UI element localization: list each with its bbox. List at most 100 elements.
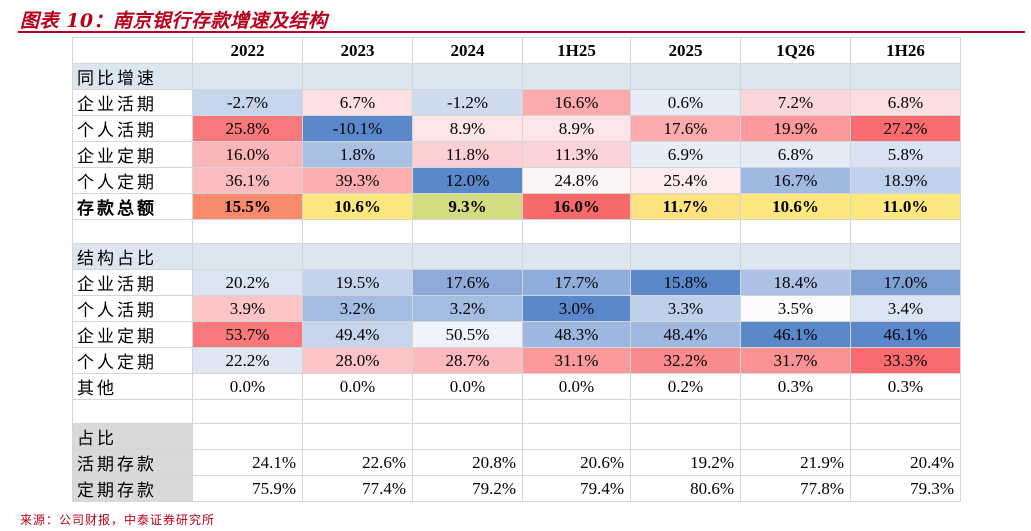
value-cell: 0.3% (850, 373, 961, 400)
empty-cell (850, 219, 961, 244)
value-cell: 21.9% (740, 449, 851, 476)
value-cell: 33.3% (850, 347, 961, 374)
value-cell: 11.0% (850, 193, 961, 220)
value-cell: 79.3% (850, 475, 961, 502)
value-cell: 80.6% (630, 475, 741, 502)
value-cell: 8.9% (412, 115, 523, 142)
row-label: 企业活期 (72, 269, 193, 296)
value-cell: 49.4% (302, 321, 413, 348)
row-label: 其他 (72, 373, 193, 400)
value-cell: 0.2% (630, 373, 741, 400)
section-header-fill (522, 63, 631, 90)
section-header-fill (630, 63, 741, 90)
corner-cell (72, 37, 193, 64)
table-row: 个人活期 25.8% -10.1% 8.9% 8.9% 17.6% 19.9% 27.2% (72, 115, 961, 142)
empty-cell (522, 219, 631, 244)
deposit-table: 2022 2023 2024 1H25 2025 1Q26 1H26 同比增速 企业活期 -2.7… (72, 37, 961, 502)
empty-cell (302, 399, 413, 424)
value-cell: 0.6% (630, 89, 741, 116)
table-row: 个人定期 36.1% 39.3% 12.0% 24.8% 25.4% 16.7% 18.9% (72, 167, 961, 194)
section-header-fill (630, 423, 741, 450)
value-cell: 36.1% (192, 167, 303, 194)
value-cell: 6.8% (740, 141, 851, 168)
value-cell: 46.1% (850, 321, 961, 348)
row-label: 存款总额 (72, 193, 193, 220)
section-header-fill (740, 243, 851, 270)
value-cell: 53.7% (192, 321, 303, 348)
value-cell: 18.4% (740, 269, 851, 296)
value-cell: 27.2% (850, 115, 961, 142)
empty-cell (72, 219, 193, 244)
table-row: 企业定期 53.7% 49.4% 50.5% 48.3% 48.4% 46.1% 46.1% (72, 321, 961, 348)
value-cell: 11.7% (630, 193, 741, 220)
value-cell: -1.2% (412, 89, 523, 116)
table-row: 其他 0.0% 0.0% 0.0% 0.0% 0.2% 0.3% 0.3% (72, 373, 961, 400)
value-cell: 6.9% (630, 141, 741, 168)
source-note: 来源：公司财报，中泰证券研究所 (20, 513, 216, 527)
value-cell: 0.0% (192, 373, 303, 400)
column-header: 2025 (630, 37, 741, 64)
value-cell: 1.8% (302, 141, 413, 168)
section-header-fill (412, 63, 523, 90)
value-cell: 3.0% (522, 295, 631, 322)
value-cell: 12.0% (412, 167, 523, 194)
value-cell: 3.5% (740, 295, 851, 322)
row-label: 企业定期 (72, 141, 193, 168)
empty-cell (192, 219, 303, 244)
value-cell: 77.4% (302, 475, 413, 502)
value-cell: 75.9% (192, 475, 303, 502)
row-label: 个人活期 (72, 115, 193, 142)
section-header-fill (192, 63, 303, 90)
column-header: 2024 (412, 37, 523, 64)
value-cell: 17.6% (412, 269, 523, 296)
value-cell: 5.8% (850, 141, 961, 168)
value-cell: 20.8% (412, 449, 523, 476)
empty-cell (412, 219, 523, 244)
value-cell: 16.0% (522, 193, 631, 220)
row-label: 个人定期 (72, 347, 193, 374)
empty-cell (412, 399, 523, 424)
value-cell: 28.0% (302, 347, 413, 374)
row-label: 企业定期 (72, 321, 193, 348)
value-cell: 18.9% (850, 167, 961, 194)
value-cell: 25.4% (630, 167, 741, 194)
value-cell: 79.4% (522, 475, 631, 502)
section-header-row: 结构占比 (72, 243, 961, 270)
value-cell: 28.7% (412, 347, 523, 374)
row-label: 企业活期 (72, 89, 193, 116)
section-header-fill (522, 243, 631, 270)
value-cell: 0.0% (522, 373, 631, 400)
value-cell: 7.2% (740, 89, 851, 116)
empty-cell (850, 399, 961, 424)
section-header-fill (302, 243, 413, 270)
section-header-fill (412, 243, 523, 270)
empty-cell (522, 399, 631, 424)
value-cell: 11.8% (412, 141, 523, 168)
spacer-row (72, 399, 961, 424)
value-cell: 20.6% (522, 449, 631, 476)
section-header-fill (522, 423, 631, 450)
value-cell: 20.2% (192, 269, 303, 296)
value-cell: 9.3% (412, 193, 523, 220)
value-cell: 3.3% (630, 295, 741, 322)
table-row: 活期存款 24.1% 22.6% 20.8% 20.6% 19.2% 21.9% 20.4% (72, 449, 961, 476)
table-row: 企业活期 20.2% 19.5% 17.6% 17.7% 15.8% 18.4% 17.0% (72, 269, 961, 296)
value-cell: 0.3% (740, 373, 851, 400)
title-bar: 图表 10：南京银行存款增速及结构 (0, 0, 1031, 34)
section-header: 占比 (72, 423, 193, 450)
value-cell: 77.8% (740, 475, 851, 502)
column-header: 1H25 (522, 37, 631, 64)
empty-cell (630, 219, 741, 244)
value-cell: 16.6% (522, 89, 631, 116)
value-cell: 6.8% (850, 89, 961, 116)
section-header-fill (630, 243, 741, 270)
value-cell: 17.0% (850, 269, 961, 296)
figure-title: 图表 10：南京银行存款增速及结构 (20, 10, 328, 32)
section-header-fill (302, 63, 413, 90)
section-header-fill (740, 63, 851, 90)
empty-cell (630, 399, 741, 424)
section-header-fill (850, 63, 961, 90)
value-cell: 46.1% (740, 321, 851, 348)
row-label: 活期存款 (72, 449, 193, 476)
value-cell: 24.8% (522, 167, 631, 194)
